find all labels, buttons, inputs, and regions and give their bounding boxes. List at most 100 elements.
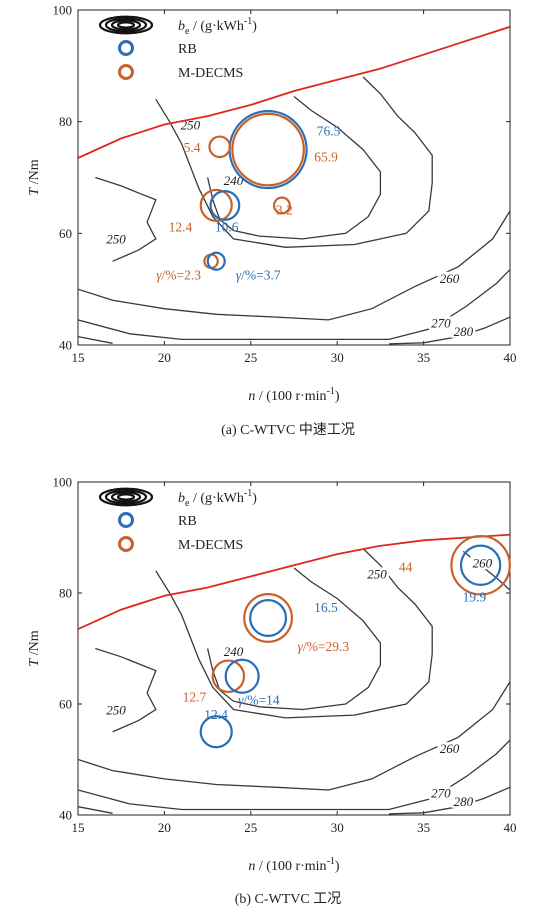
- point-rb: [459, 544, 502, 586]
- contour-line-250: [155, 548, 433, 719]
- legend-mdecms-marker: [118, 64, 134, 80]
- contour-label-bg: [470, 556, 495, 570]
- plot-frame: [77, 9, 511, 346]
- point-label: γ/%=29.3: [298, 639, 350, 654]
- x-tick-label: 40: [504, 820, 517, 835]
- point-m-decms: [211, 659, 246, 694]
- y-axis-label-var: T: [27, 658, 42, 667]
- point-rb: [206, 251, 226, 271]
- point-label: γ/%=3.7: [236, 267, 281, 282]
- point-label-value: /%=2.3: [162, 267, 202, 282]
- y-tick-label: 60: [59, 697, 72, 712]
- contour-line-250: [155, 76, 433, 248]
- contour-line-280: [78, 335, 113, 344]
- legend-be-main: b: [178, 491, 185, 506]
- contour-label: 250: [367, 566, 387, 581]
- point-m-decms: [243, 593, 293, 643]
- x-axis-label-var: n: [248, 389, 255, 404]
- contour-label-bg: [451, 324, 476, 338]
- point-label-value: /%=29.3: [303, 639, 349, 654]
- point-label: 12.4: [169, 219, 193, 234]
- x-axis-label-close: ): [335, 389, 340, 404]
- y-tick-label: 40: [59, 338, 72, 353]
- point-m-decms: [450, 534, 511, 596]
- x-axis-label: n / (100 r·min-1): [248, 856, 340, 874]
- point-label: γ/%=14: [238, 692, 280, 707]
- legend-mdecms-label: M-DECMS: [178, 538, 243, 553]
- legend-contour-icon: [116, 21, 136, 29]
- contour-line-260: [78, 210, 510, 321]
- y-axis-label: T /Nm: [27, 159, 42, 195]
- point-m-decms: [203, 253, 219, 270]
- x-tick-label: 20: [158, 350, 171, 365]
- point-label: 16.5: [314, 600, 338, 615]
- legend-be-sup: -1: [244, 16, 252, 27]
- x-axis-label: n / (100 r·min-1): [248, 386, 340, 404]
- contour-line-250: [95, 176, 157, 262]
- point-rb: [249, 599, 288, 637]
- panel-caption: (b) C-WTVC 工况: [235, 892, 342, 907]
- y-tick-label: 100: [53, 475, 73, 490]
- contour-label-bg: [221, 174, 246, 188]
- x-axis-label-unit: / (100 r·min: [255, 859, 326, 874]
- point-label-gamma: γ: [238, 692, 244, 707]
- y-axis-label-var: T: [27, 187, 42, 196]
- point-label-gamma: γ: [236, 267, 242, 282]
- point-label-gamma: γ: [156, 267, 162, 282]
- x-tick-label: 40: [504, 350, 517, 365]
- plot-frame: [77, 481, 511, 816]
- contour-label: 250: [106, 702, 126, 717]
- x-axis-label-unit: / (100 r·min: [255, 389, 326, 404]
- y-axis-label-unit: /Nm: [27, 159, 42, 188]
- x-tick-label: 35: [417, 820, 430, 835]
- point-rb: [209, 189, 241, 221]
- legend-rb-label: RB: [178, 514, 197, 529]
- legend-contour-icon: [110, 19, 142, 31]
- contour-label: 240: [224, 173, 244, 188]
- contour-line-280: [78, 806, 113, 814]
- torque-limit-line: [78, 533, 510, 630]
- x-axis-label-close: ): [335, 859, 340, 874]
- legend-rb-label: RB: [178, 42, 197, 57]
- legend-contour-icon: [98, 15, 154, 35]
- contour-line-250: [95, 647, 157, 733]
- x-tick-label: 25: [244, 350, 257, 365]
- x-axis-label-sup: -1: [327, 856, 335, 867]
- point-label: 12.7: [183, 689, 207, 704]
- y-tick-label: 40: [59, 808, 72, 823]
- legend-rb-marker: [118, 512, 134, 528]
- legend: be / (g·kWh-1) RB M-DECMS: [98, 487, 257, 553]
- legend-contour-icon: [110, 491, 142, 503]
- legend-contour-icon: [98, 487, 154, 507]
- y-axis-label: T /Nm: [27, 630, 42, 666]
- point-m-decms: [272, 196, 291, 215]
- point-rb: [199, 715, 233, 749]
- y-tick-label: 100: [53, 3, 73, 18]
- contour-label-bg: [437, 742, 462, 756]
- point-m-decms: [231, 112, 305, 187]
- x-tick-label: 15: [72, 820, 85, 835]
- x-tick-label: 30: [331, 820, 344, 835]
- contour-label: 270: [431, 315, 451, 330]
- point-rb: [224, 658, 260, 694]
- contour-label: 240: [224, 644, 244, 659]
- legend-contour-label: be / (g·kWh-1): [178, 16, 257, 37]
- x-tick-label: 35: [417, 350, 430, 365]
- legend-be-sub: e: [185, 498, 190, 509]
- legend-contour-icon: [116, 493, 136, 501]
- legend-be-main: b: [178, 19, 185, 34]
- legend-mdecms-marker: [118, 536, 134, 552]
- contour-label-bg: [104, 232, 129, 246]
- x-tick-label: 15: [72, 350, 85, 365]
- panel-caption: (a) C-WTVC 中速工况: [221, 422, 355, 438]
- legend-contour-icon: [104, 17, 148, 33]
- contour-label: 250: [106, 232, 126, 247]
- legend-be-close: ): [252, 491, 257, 506]
- contour-label: 260: [473, 555, 493, 570]
- legend-mdecms-label: M-DECMS: [178, 66, 243, 81]
- torque-limit-line: [78, 25, 510, 159]
